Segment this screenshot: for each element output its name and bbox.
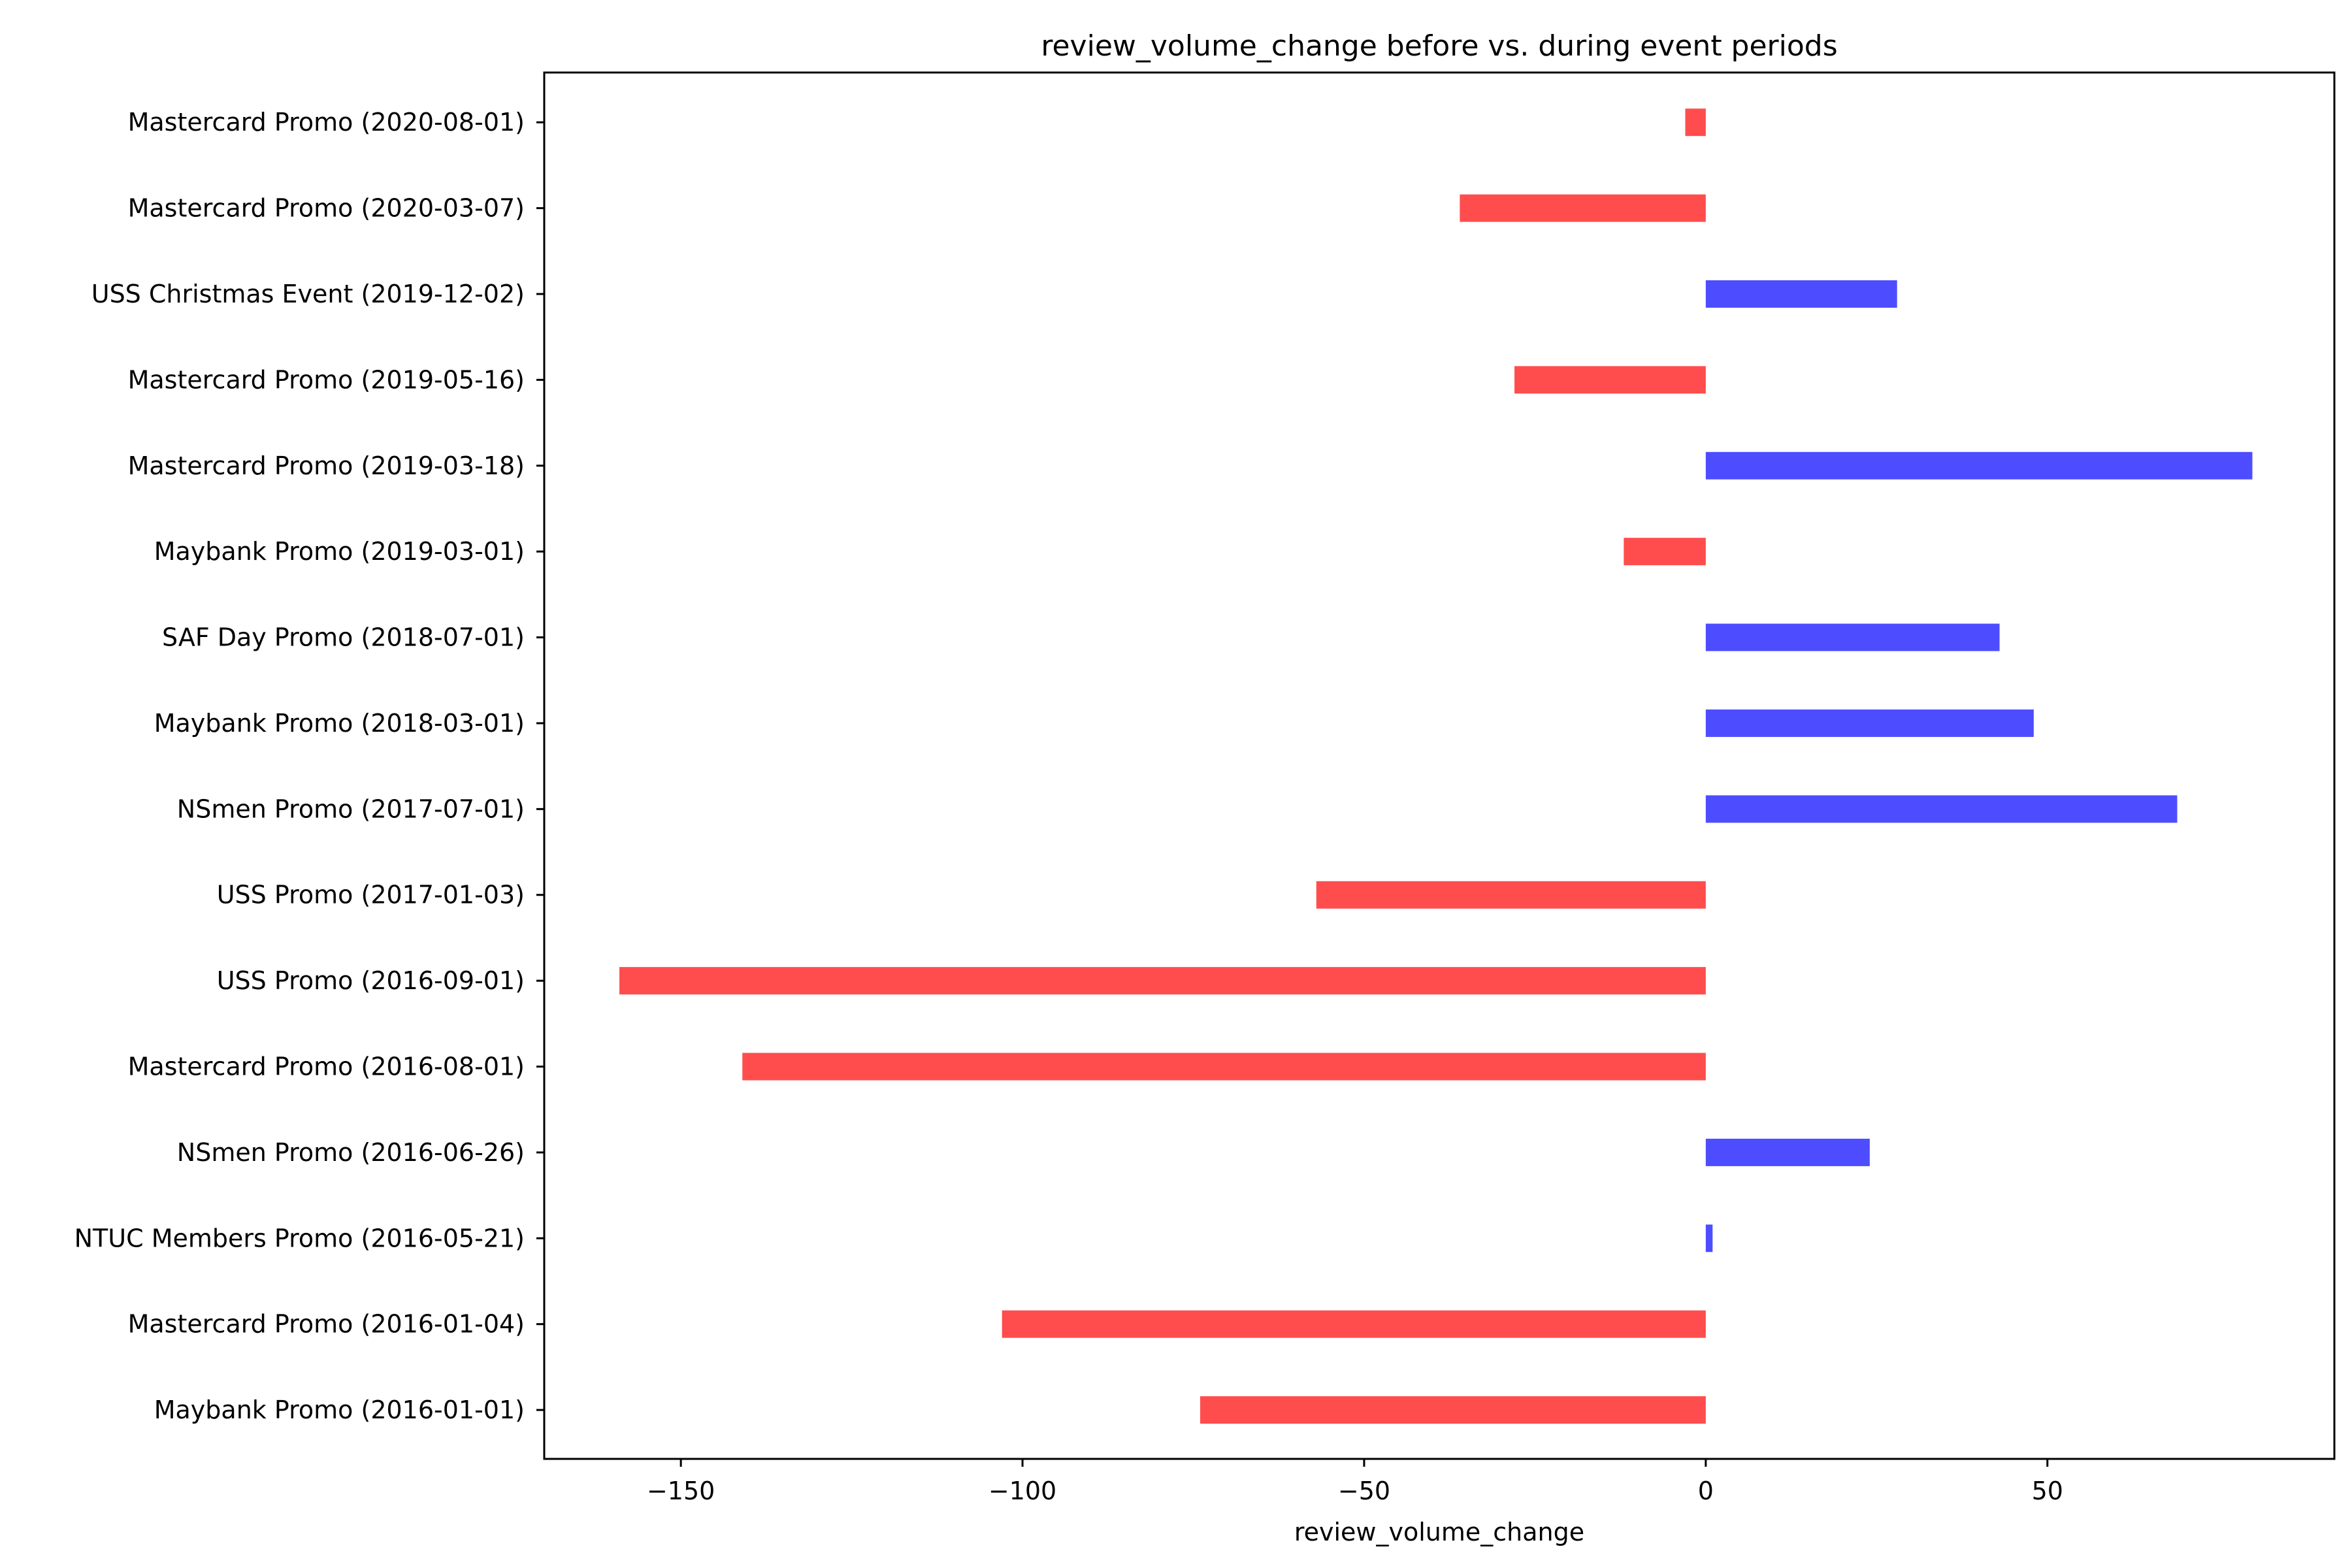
bar-12 <box>742 1053 1706 1081</box>
y-tick-label: Mastercard Promo (2019-05-16) <box>128 365 525 394</box>
bar-9 <box>1705 795 2178 823</box>
x-tick-label: 50 <box>2032 1477 2063 1505</box>
y-tick-label: NSmen Promo (2017-07-01) <box>177 794 525 823</box>
y-tick-label: Mastercard Promo (2016-08-01) <box>128 1053 525 1081</box>
x-axis-label: review_volume_change <box>1294 1518 1584 1546</box>
plot-frame <box>543 71 2336 1460</box>
bars-group <box>619 108 2253 1424</box>
chart-title: review_volume_change before vs. during e… <box>1041 29 1837 63</box>
bar-7 <box>1705 623 2000 651</box>
bar-10 <box>1316 881 1706 909</box>
bar-6 <box>1624 538 1706 566</box>
y-tick-label: USS Christmas Event (2019-12-02) <box>91 280 525 308</box>
x-tick-label: −100 <box>988 1477 1056 1505</box>
bar-15 <box>1002 1310 1706 1338</box>
y-tick-label: Mastercard Promo (2020-08-01) <box>128 108 525 137</box>
bar-14 <box>1705 1224 1713 1252</box>
y-tick-label: NTUC Members Promo (2016-05-21) <box>74 1224 525 1252</box>
bar-5 <box>1705 451 2253 480</box>
y-tick-label: Maybank Promo (2018-03-01) <box>154 709 525 738</box>
y-tick-label: Mastercard Promo (2016-01-04) <box>128 1310 525 1339</box>
bar-13 <box>1705 1138 1870 1166</box>
y-tick-label: USS Promo (2016-09-01) <box>217 966 525 995</box>
x-tick-label: 0 <box>1698 1477 1714 1505</box>
y-tick-label: NSmen Promo (2016-06-26) <box>177 1138 525 1167</box>
bar-1 <box>1685 108 1706 137</box>
bar-8 <box>1705 709 2034 737</box>
x-tick-label: −50 <box>1338 1477 1390 1505</box>
y-tick-label: Mastercard Promo (2020-03-07) <box>128 194 525 223</box>
x-axis: −150 −100 −50 0 50 <box>647 1459 2063 1505</box>
y-tick-label: Mastercard Promo (2019-03-18) <box>128 451 525 480</box>
bar-2 <box>1460 194 1706 222</box>
bar-3 <box>1705 280 1897 308</box>
y-tick-label: SAF Day Promo (2018-07-01) <box>162 623 525 652</box>
y-tick-label: Maybank Promo (2016-01-01) <box>154 1396 525 1424</box>
y-tick-label: Maybank Promo (2019-03-01) <box>154 537 525 566</box>
x-tick-label: −150 <box>647 1477 715 1505</box>
bar-16 <box>1200 1396 1706 1424</box>
y-axis: Mastercard Promo (2020-08-01) Mastercard … <box>74 108 544 1424</box>
bar-11 <box>619 967 1706 995</box>
bar-4 <box>1514 366 1706 394</box>
y-tick-label: USS Promo (2017-01-03) <box>217 881 525 909</box>
